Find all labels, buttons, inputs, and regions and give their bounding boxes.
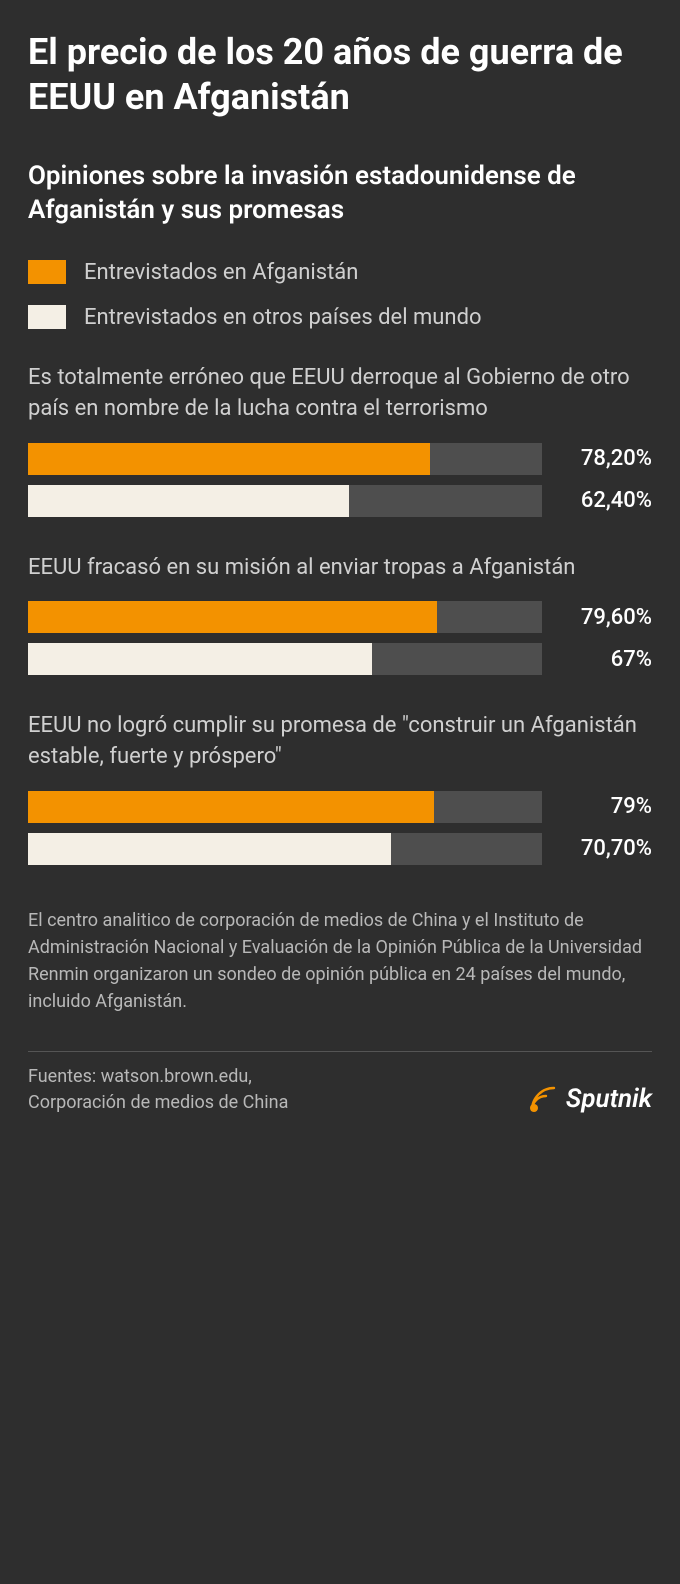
legend-label: Entrevistados en otros países del mundo (84, 303, 482, 333)
subtitle: Opiniones sobre la invasión estadouniden… (28, 160, 652, 228)
bar-fill (28, 485, 349, 517)
sources-text: Fuentes: watson.brown.edu,Corporación de… (28, 1064, 288, 1116)
bar-fill (28, 601, 437, 633)
bar-value-label: 67% (542, 647, 652, 672)
bar-fill (28, 443, 430, 475)
bar-value-label: 62,40% (542, 488, 652, 513)
bar-track (28, 643, 542, 675)
questions-container: Es totalmente erróneo que EEUU derroque … (28, 363, 652, 865)
bar-row: 78,20% (28, 443, 652, 475)
bar-fill (28, 791, 434, 823)
bar-fill (28, 833, 391, 865)
legend-label: Entrevistados en Afganistán (84, 258, 358, 288)
brand-name: Sputnik (566, 1084, 652, 1114)
bar-value-label: 78,20% (542, 446, 652, 471)
page-title: El precio de los 20 años de guerra de EE… (28, 30, 652, 120)
bar-row: 79% (28, 791, 652, 823)
legend-swatch (28, 305, 66, 329)
bar-value-label: 79,60% (542, 605, 652, 630)
legend: Entrevistados en Afganistán Entrevistados… (28, 258, 652, 333)
satellite-icon (526, 1082, 560, 1116)
question-text: Es totalmente erróneo que EEUU derroque … (28, 363, 652, 425)
bar-track (28, 601, 542, 633)
question-text: EEUU fracasó en su misión al enviar trop… (28, 553, 652, 584)
bar-row: 62,40% (28, 485, 652, 517)
bar-row: 79,60% (28, 601, 652, 633)
legend-swatch (28, 260, 66, 284)
legend-item: Entrevistados en Afganistán (28, 258, 652, 288)
footnote: El centro analitico de corporación de me… (28, 907, 652, 1015)
footer: Fuentes: watson.brown.edu,Corporación de… (28, 1051, 652, 1116)
question-block: EEUU fracasó en su misión al enviar trop… (28, 553, 652, 676)
legend-item: Entrevistados en otros países del mundo (28, 303, 652, 333)
question-block: EEUU no logró cumplir su promesa de "con… (28, 711, 652, 865)
question-block: Es totalmente erróneo que EEUU derroque … (28, 363, 652, 517)
bar-track (28, 485, 542, 517)
bar-value-label: 79% (542, 794, 652, 819)
question-text: EEUU no logró cumplir su promesa de "con… (28, 711, 652, 773)
bar-row: 70,70% (28, 833, 652, 865)
bar-track (28, 791, 542, 823)
bar-value-label: 70,70% (542, 836, 652, 861)
bar-fill (28, 643, 372, 675)
brand: Sputnik (526, 1082, 652, 1116)
bar-row: 67% (28, 643, 652, 675)
bar-track (28, 833, 542, 865)
bar-track (28, 443, 542, 475)
